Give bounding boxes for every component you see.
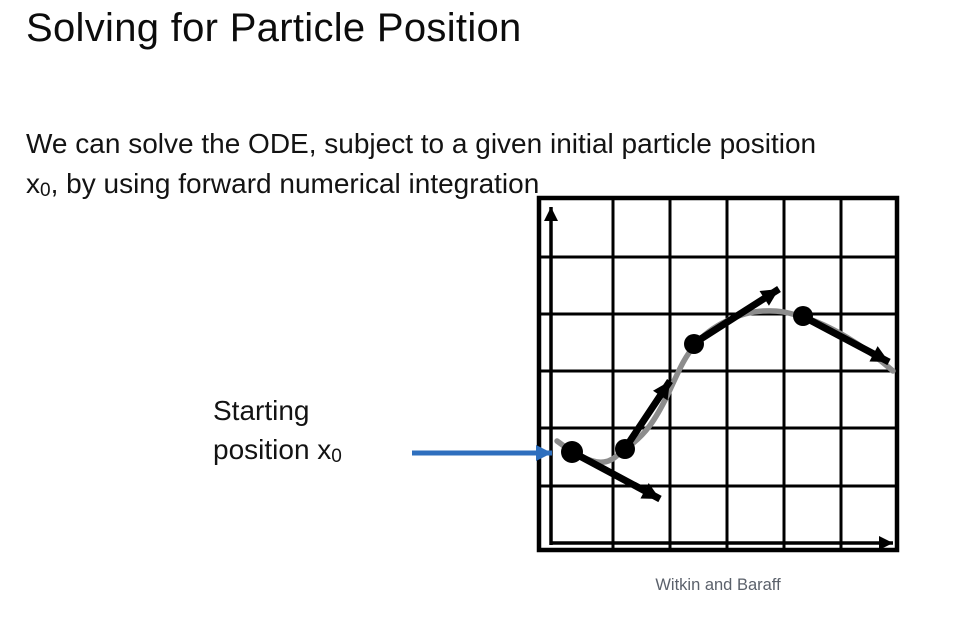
label-line2: position x xyxy=(213,434,332,465)
body-x-subscript: 0 xyxy=(40,180,51,202)
velocity-arrow xyxy=(804,314,891,366)
body-line2-rest: , by using forward numerical integration xyxy=(50,168,540,199)
attribution: Witkin and Baraff xyxy=(655,576,781,594)
velocity-arrow xyxy=(623,379,673,449)
particle-dot xyxy=(684,334,704,354)
body-text: We can solve the ODE, subject to a given… xyxy=(26,124,816,208)
slide-title: Solving for Particle Position xyxy=(26,6,522,50)
body-line1: We can solve the ODE, subject to a given… xyxy=(26,128,817,159)
particle-dot xyxy=(615,439,635,459)
label-x-subscript: 0 xyxy=(331,446,342,468)
body-x-symbol: x xyxy=(26,168,40,199)
label-line1: Starting xyxy=(213,395,310,426)
velocity-arrow xyxy=(694,286,781,345)
grid-border xyxy=(536,195,900,553)
body-line2: x0, by using forward numerical integrati… xyxy=(26,168,540,202)
particle-dot xyxy=(561,441,583,463)
velocity-arrow xyxy=(572,449,662,503)
starting-position-label: Starting position x0 xyxy=(213,391,342,473)
particle-dot xyxy=(793,306,813,326)
